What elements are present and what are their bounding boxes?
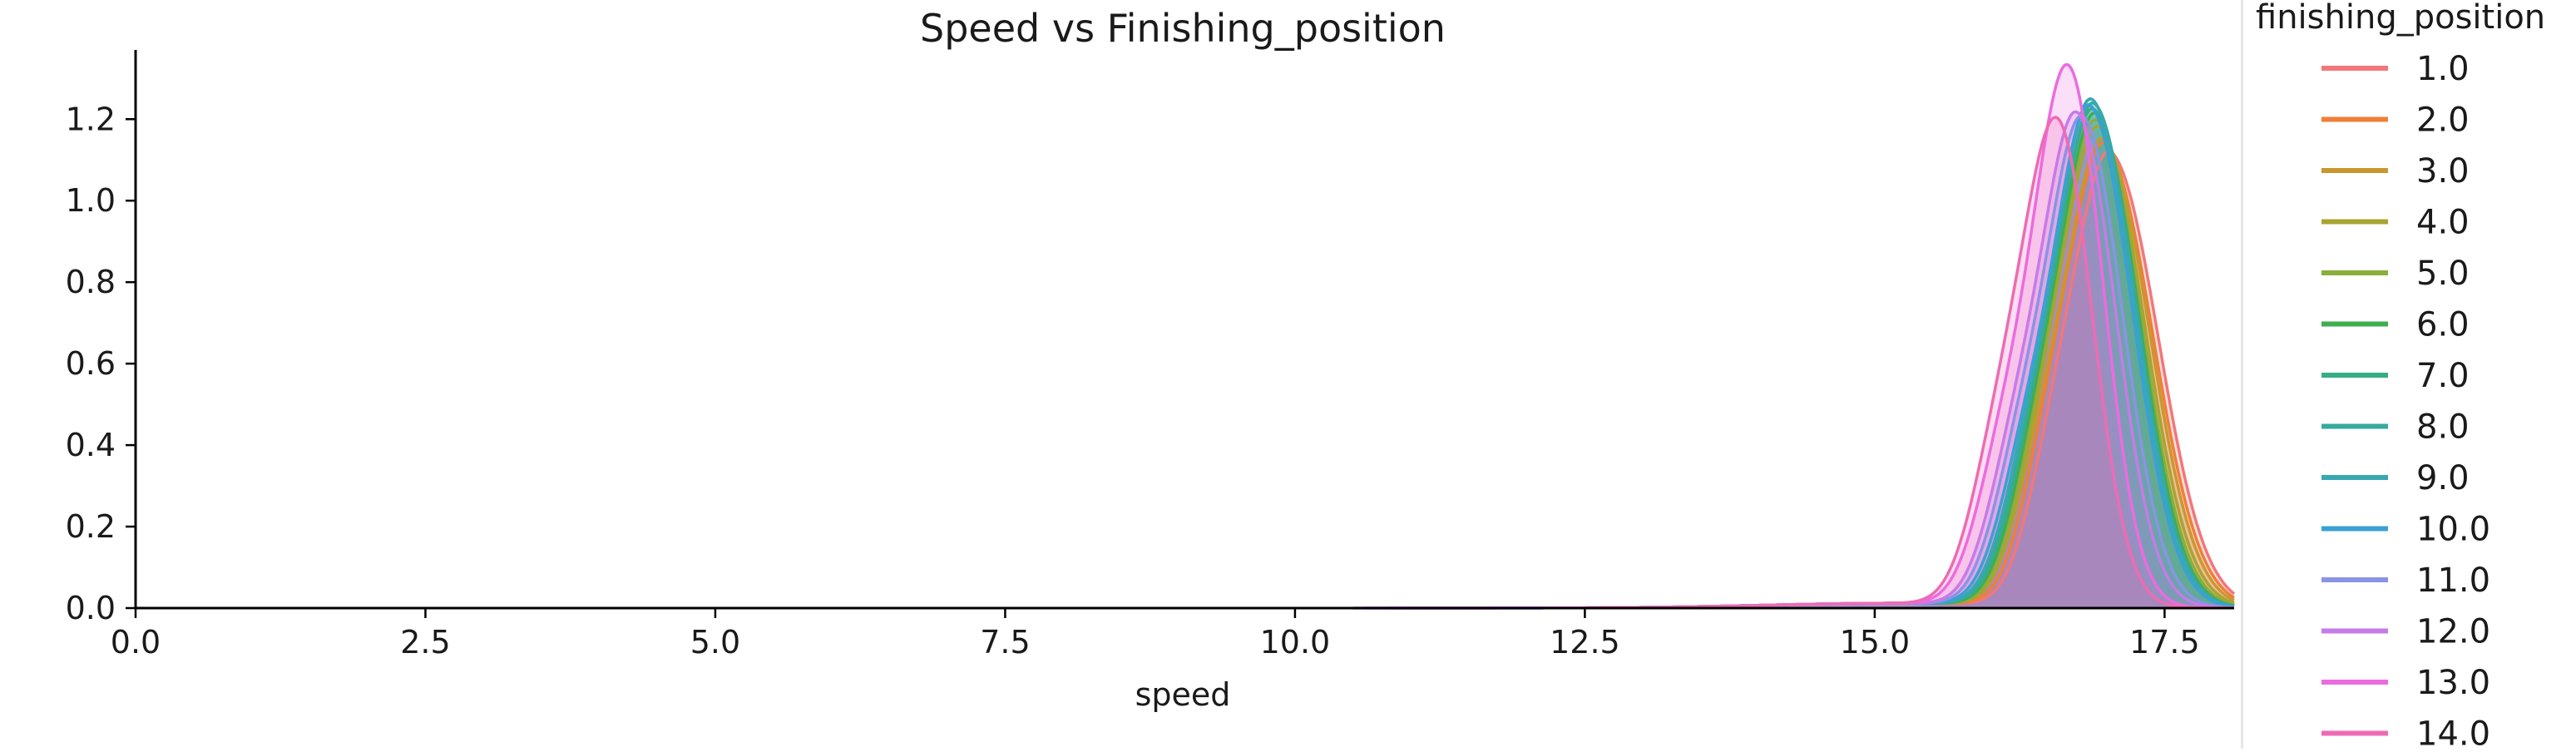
chart-title: Speed vs Finishing_position	[920, 6, 1446, 51]
x-tick-label: 7.5	[980, 624, 1030, 660]
legend-item-6.0: 6.0	[2321, 306, 2470, 344]
x-tick-label: 0.0	[111, 624, 161, 660]
legend-label: 10.0	[2416, 511, 2490, 549]
legend-item-1.0: 1.0	[2321, 50, 2470, 88]
legend-item-2.0: 2.0	[2321, 101, 2470, 140]
y-tick-label: 0.0	[66, 590, 116, 626]
legend-item-14.0: 14.0	[2321, 715, 2490, 752]
legend-label: 8.0	[2416, 408, 2470, 447]
density-fills	[1352, 64, 2234, 609]
legend-item-9.0: 9.0	[2321, 459, 2470, 497]
legend-label: 3.0	[2416, 152, 2470, 190]
y-tick-label: 1.0	[66, 182, 116, 219]
legend-item-13.0: 13.0	[2321, 664, 2490, 702]
x-tick-label: 17.5	[2129, 624, 2200, 660]
legend-item-11.0: 11.0	[2321, 562, 2490, 600]
y-tick-label: 1.2	[66, 101, 116, 137]
y-tick-label: 0.4	[66, 427, 116, 463]
legend-label: 14.0	[2416, 715, 2490, 750]
density-curve-4.0	[1932, 125, 2235, 606]
legend-label: 9.0	[2416, 459, 2470, 497]
density-curve-14.0	[1585, 116, 2234, 610]
legend-item-3.0: 3.0	[2321, 152, 2470, 190]
x-tick-label: 12.5	[1550, 624, 1620, 660]
legend-label: 13.0	[2416, 664, 2490, 702]
legend-label: 1.0	[2416, 50, 2470, 88]
legend-label: 6.0	[2416, 306, 2470, 344]
legend-label: 2.0	[2416, 101, 2470, 140]
density-fill-4.0	[1932, 126, 2234, 608]
legend-item-12.0: 12.0	[2321, 613, 2490, 651]
density-curves	[1352, 62, 2236, 610]
y-tick-label: 0.6	[66, 345, 116, 382]
density-fill-5.0	[1921, 119, 2234, 608]
legend-label: 7.0	[2416, 357, 2470, 395]
legend-separator	[2241, 0, 2243, 749]
density-fill-7.0	[1735, 108, 2234, 608]
legend-label: 4.0	[2416, 204, 2470, 242]
legend-item-5.0: 5.0	[2321, 255, 2470, 293]
legend-item-7.0: 7.0	[2321, 357, 2470, 395]
legend-item-10.0: 10.0	[2321, 511, 2490, 549]
x-tick-label: 5.0	[690, 624, 740, 660]
y-tick-label: 0.2	[66, 508, 116, 545]
y-tick-label: 0.8	[66, 264, 116, 300]
legend: 1.0 2.0 3.0 4.0 5.0 6.0 7.0 8.0 9.0 10.0 11.0 12.0 1…	[2321, 50, 2490, 752]
legend-label: 5.0	[2416, 255, 2470, 293]
axes: 0.0 2.5 5.0 7.5 10.0 12.5 15.0 17.5 0.0 0.2 0.4 0.6…	[66, 50, 2234, 660]
legend-item-4.0: 4.0	[2321, 204, 2470, 242]
x-axis-label: speed	[1135, 676, 1231, 713]
x-tick-label: 15.0	[1840, 624, 1911, 660]
x-tick-label: 2.5	[400, 624, 450, 660]
legend-title: finishing_position	[2256, 0, 2545, 37]
x-tick-label: 10.0	[1260, 624, 1331, 660]
legend-item-8.0: 8.0	[2321, 408, 2470, 447]
density-fill-9.0	[1469, 98, 2234, 608]
density-fill-8.0	[1585, 102, 2234, 608]
legend-label: 11.0	[2416, 562, 2490, 600]
legend-label: 12.0	[2416, 613, 2490, 651]
